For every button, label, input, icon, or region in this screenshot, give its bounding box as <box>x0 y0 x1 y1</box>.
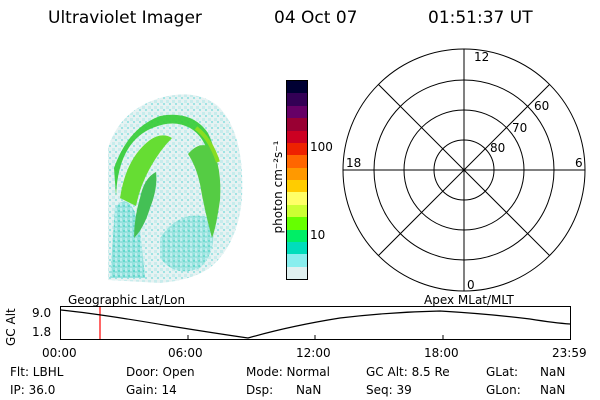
status-seq: Seq: 39 <box>366 383 412 397</box>
status-glon-label: GLon: <box>486 383 521 397</box>
colorbar-segment <box>287 118 307 131</box>
status-gain: Gain: 14 <box>126 383 177 397</box>
status-ip: IP: 36.0 <box>10 383 56 397</box>
timeline-right-title: Apex MLat/MLT <box>424 293 514 307</box>
status-dsp-value: NaN <box>296 383 322 397</box>
lat-label-60: 60 <box>534 99 549 113</box>
colorbar-tick-10: 10 <box>310 228 326 242</box>
status-glat-label: GLat: <box>486 365 519 379</box>
colorbar-segment <box>287 204 307 218</box>
time-label: 01:51:37 UT <box>428 8 533 28</box>
timeline-y-tick-1-8: 1.8 <box>32 325 52 339</box>
timeline-y-axis-label: GC Alt <box>4 308 18 346</box>
colorbar-segment <box>287 254 307 267</box>
status-glat-value: NaN <box>540 365 566 379</box>
colorbar-segment <box>287 180 307 193</box>
timeline-left-title: Geographic Lat/Lon <box>68 293 186 307</box>
timeline-y-tick-9: 9.0 <box>32 306 52 320</box>
timeline-plot <box>60 306 571 340</box>
colorbar-segment <box>287 192 307 205</box>
mlt-label-0: 0 <box>467 278 475 292</box>
timeline-x-tick-1200: 12:00 <box>296 346 331 360</box>
colorbar-segment <box>287 142 307 156</box>
colorbar-segment <box>287 229 307 242</box>
colorbar-segment <box>287 266 307 279</box>
colorbar-unit-label: photon cm⁻²s⁻¹ <box>271 140 285 234</box>
colorbar-segment <box>287 81 307 94</box>
date-label: 04 Oct 07 <box>274 8 358 28</box>
timeline-x-tick-1800: 18:00 <box>424 346 459 360</box>
colorbar <box>286 80 308 280</box>
colorbar-segment <box>287 130 307 143</box>
mlt-label-12: 12 <box>474 50 489 64</box>
status-glon-value: NaN <box>540 383 566 397</box>
colorbar-segment <box>287 93 307 106</box>
altitude-curve <box>60 309 571 339</box>
mlt-label-6: 6 <box>575 156 583 170</box>
timeline-x-tick-0000: 00:00 <box>42 346 77 360</box>
colorbar-segment <box>287 105 307 119</box>
timeline-x-tick-0600: 06:00 <box>168 346 203 360</box>
status-gc-alt: GC Alt: 8.5 Re <box>366 365 450 379</box>
timeline-x-tick-2359: 23:59 <box>552 346 587 360</box>
lat-label-70: 70 <box>512 121 527 135</box>
colorbar-segment <box>287 167 307 180</box>
polar-plot: 12 18 6 0 60 70 80 <box>342 48 586 292</box>
mlt-label-18: 18 <box>346 156 361 170</box>
status-mode: Mode: Normal <box>246 365 330 379</box>
colorbar-segment <box>287 241 307 255</box>
colorbar-tick-100: 100 <box>310 140 333 154</box>
status-door: Door: Open <box>126 365 195 379</box>
colorbar-segment <box>287 155 307 168</box>
colorbar-segment <box>287 217 307 230</box>
status-filter: Flt: LBHL <box>10 365 64 379</box>
instrument-title: Ultraviolet Imager <box>48 8 202 28</box>
auroral-image <box>108 94 243 283</box>
lat-label-80: 80 <box>490 141 505 155</box>
status-dsp-label: Dsp: <box>246 383 274 397</box>
